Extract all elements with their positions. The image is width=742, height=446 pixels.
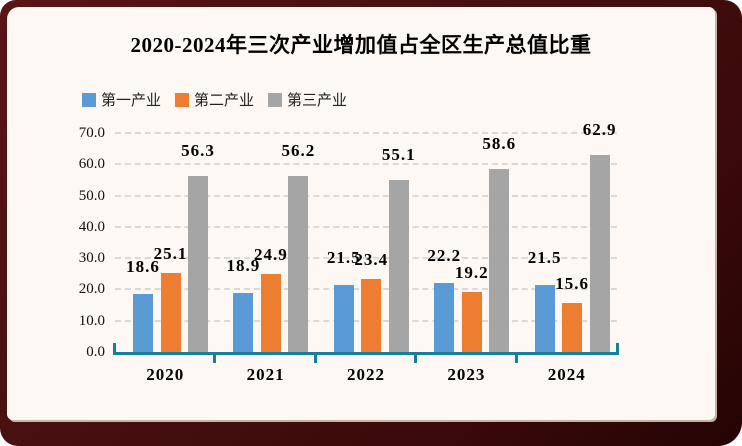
bar-value-label: 25.1 bbox=[153, 244, 188, 264]
x-axis-category-label: 2021 bbox=[246, 365, 285, 384]
bar-第三产业-2024 bbox=[589, 155, 610, 352]
bar-value-label: 18.9 bbox=[226, 255, 261, 275]
x-axis-tick bbox=[213, 355, 217, 363]
legend-label: 第一产业 bbox=[101, 93, 162, 109]
x-axis-category-label: 2020 bbox=[146, 365, 185, 384]
bar-value-label: 15.6 bbox=[555, 274, 589, 294]
gridline bbox=[115, 225, 617, 228]
bar-第三产业-2022 bbox=[388, 179, 409, 352]
chart-panel: 2020-2024年三次产业增加值占全区生产总值比重 第一产业 第二产业 第三产… bbox=[7, 7, 715, 420]
bar-value-label: 55.1 bbox=[381, 144, 416, 164]
y-axis-tick-label: 60.0 bbox=[78, 156, 105, 173]
chart-title: 2020-2024年三次产业增加值占全区生产总值比重 bbox=[130, 33, 592, 57]
y-axis-tick-label: 10.0 bbox=[78, 312, 105, 329]
bar-value-label: 21.5 bbox=[326, 247, 361, 267]
bar-value-label: 62.9 bbox=[582, 120, 617, 140]
bar-第一产业-2022 bbox=[333, 284, 354, 352]
bar-value-label: 23.4 bbox=[354, 249, 389, 269]
legend-swatch-icon bbox=[268, 92, 283, 107]
gridline bbox=[115, 257, 617, 260]
bar-第一产业-2024 bbox=[534, 284, 555, 352]
bar-value-label: 21.5 bbox=[527, 247, 562, 267]
legend-item-secondary-industry: 第二产业 bbox=[175, 89, 254, 110]
bar-第一产业-2023 bbox=[434, 282, 455, 352]
bar-value-label: 56.3 bbox=[181, 140, 215, 160]
x-axis-category-label: 2024 bbox=[547, 365, 586, 384]
legend-label: 第三产业 bbox=[287, 93, 348, 109]
x-axis-category-label: 2023 bbox=[447, 365, 486, 384]
bar-第二产业-2021 bbox=[260, 274, 281, 352]
bar-第三产业-2023 bbox=[489, 168, 510, 352]
bar-第二产业-2024 bbox=[562, 303, 583, 352]
bar-value-label: 19.2 bbox=[454, 262, 489, 282]
y-axis-tick-label: 40.0 bbox=[78, 218, 105, 235]
x-axis-line bbox=[113, 352, 619, 355]
bar-value-label: 24.9 bbox=[254, 245, 288, 265]
legend-item-tertiary-industry: 第三产业 bbox=[268, 89, 347, 110]
legend-swatch-icon bbox=[82, 92, 96, 107]
x-axis-tick bbox=[113, 343, 116, 355]
bar-value-label: 22.2 bbox=[427, 245, 462, 265]
chart-legend: 第一产业 第二产业 第三产业 bbox=[82, 89, 361, 110]
bar-第三产业-2020 bbox=[188, 175, 208, 352]
bar-第三产业-2021 bbox=[288, 176, 309, 352]
bar-value-label: 18.6 bbox=[126, 256, 160, 276]
bar-value-label: 56.2 bbox=[281, 141, 316, 161]
y-axis-tick-label: 20.0 bbox=[78, 281, 105, 298]
bar-value-label: 58.6 bbox=[482, 133, 517, 153]
legend-swatch-icon bbox=[175, 92, 190, 107]
bar-第二产业-2023 bbox=[461, 291, 482, 352]
x-axis-tick bbox=[414, 355, 418, 363]
y-axis-tick-label: 0.0 bbox=[86, 344, 105, 360]
y-axis-tick-label: 50.0 bbox=[78, 187, 105, 204]
gridline bbox=[115, 194, 617, 197]
gridline bbox=[115, 163, 617, 166]
bar-第二产业-2020 bbox=[160, 273, 181, 352]
x-axis-tick bbox=[514, 355, 518, 363]
bar-第二产业-2022 bbox=[361, 278, 382, 352]
legend-item-primary-industry: 第一产业 bbox=[82, 89, 161, 110]
bar-第一产业-2020 bbox=[133, 293, 153, 352]
legend-label: 第二产业 bbox=[194, 93, 255, 109]
y-axis-tick-label: 70.0 bbox=[78, 125, 105, 141]
x-axis-category-label: 2022 bbox=[347, 365, 385, 384]
bar-第一产业-2021 bbox=[233, 292, 254, 352]
gridline bbox=[115, 132, 617, 134]
x-axis-tick bbox=[313, 355, 317, 363]
x-axis-tick bbox=[616, 343, 619, 355]
y-axis-tick-label: 30.0 bbox=[78, 250, 105, 267]
